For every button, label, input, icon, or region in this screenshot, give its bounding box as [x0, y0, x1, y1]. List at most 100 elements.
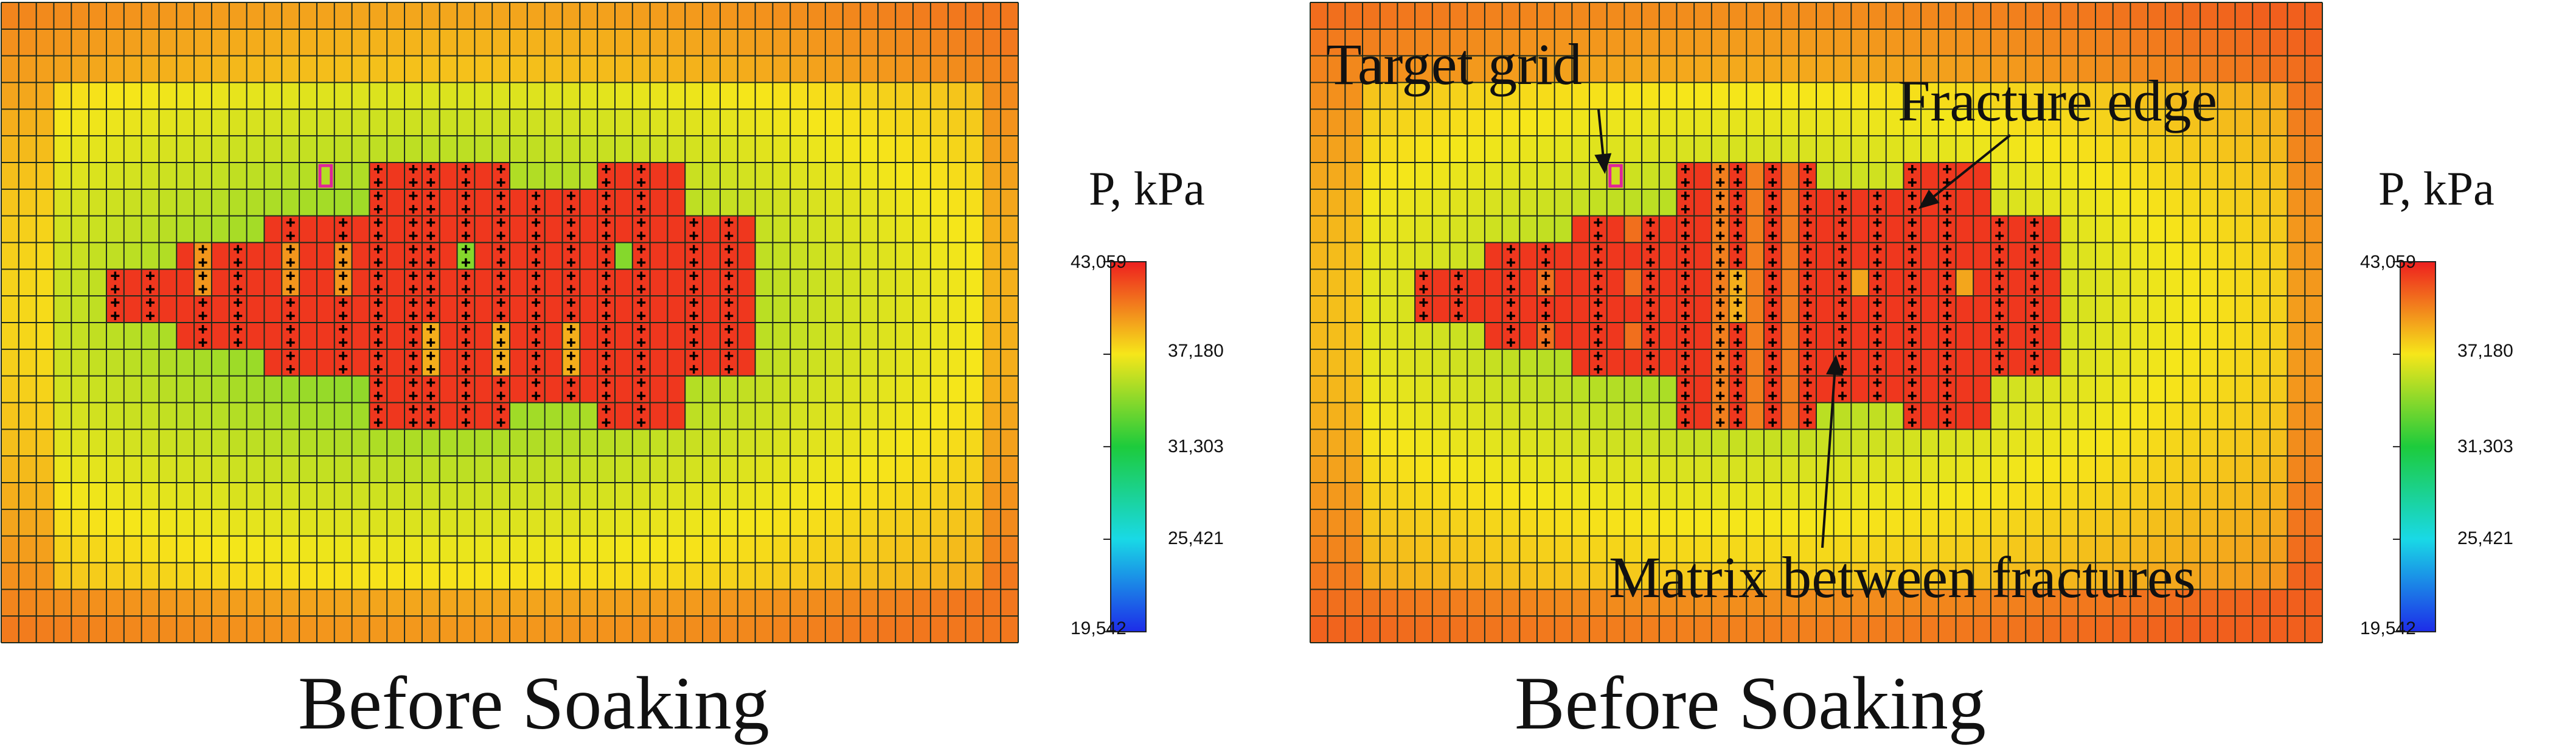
heatmap-cell [1659, 402, 1678, 430]
heatmap-cell [2305, 562, 2323, 590]
heatmap-cell [246, 589, 265, 617]
heatmap-cell [1694, 242, 1712, 270]
heatmap-cell [965, 402, 984, 430]
fracture-marker [602, 324, 611, 334]
heatmap-cell [580, 616, 598, 643]
heatmap-cell [2252, 136, 2271, 163]
heatmap-cell [544, 136, 563, 163]
heatmap-cell [229, 82, 248, 110]
heatmap-cell [597, 82, 616, 110]
heatmap-cell [1799, 55, 1817, 83]
heatmap-cell [1415, 82, 1433, 110]
heatmap-cell [1345, 189, 1363, 217]
heatmap-cell [1001, 429, 1019, 456]
heatmap-cell [299, 456, 318, 483]
arrow-matrix-head [1826, 354, 1844, 376]
heatmap-cell [1624, 323, 1642, 350]
heatmap-cell [2287, 82, 2305, 110]
heatmap-cell [2217, 215, 2236, 243]
heatmap-cell [1519, 55, 1538, 83]
heatmap-cell [1, 163, 19, 190]
heatmap-cell [334, 429, 353, 456]
heatmap-cell [2269, 189, 2288, 217]
heatmap-cell [790, 323, 808, 350]
heatmap-cell [2043, 55, 2061, 83]
heatmap-cell [1799, 136, 1817, 163]
heatmap-cell [334, 109, 353, 136]
heatmap-cell [562, 429, 580, 456]
heatmap-cell [720, 2, 738, 30]
heatmap-cell [1659, 456, 1678, 483]
heatmap-cell [194, 562, 212, 590]
fracture-marker [1716, 312, 1725, 321]
heatmap-cell [2217, 296, 2236, 323]
heatmap-cell [439, 82, 458, 110]
fracture-marker [1768, 231, 1777, 240]
fracture-marker [2030, 338, 2039, 347]
heatmap-cell [1345, 456, 1363, 483]
heatmap-cell [334, 616, 353, 643]
heatmap-cell [983, 456, 1001, 483]
fracture-marker [409, 418, 418, 427]
heatmap-cell [527, 136, 546, 163]
fracture-marker [2030, 285, 2039, 294]
heatmap-cell [2182, 402, 2201, 430]
heatmap-cell [439, 376, 458, 404]
heatmap-cell [1606, 456, 1625, 483]
heatmap-cell [860, 616, 878, 643]
heatmap-cell [1624, 29, 1642, 57]
heatmap-cell [650, 536, 668, 564]
heatmap-cell [2043, 323, 2061, 350]
fracture-marker [1594, 298, 1603, 307]
fracture-marker [689, 365, 698, 374]
heatmap-cell [352, 296, 370, 323]
heatmap-cell [808, 483, 826, 510]
heatmap-cell [264, 456, 282, 483]
heatmap-cell [1327, 82, 1345, 110]
heatmap-cell [913, 429, 931, 456]
heatmap-cell [1310, 509, 1328, 537]
heatmap-cell [808, 296, 826, 323]
heatmap-cell [1624, 242, 1642, 270]
heatmap-cell [1606, 323, 1625, 350]
heatmap-cell [825, 429, 844, 456]
fracture-marker [637, 365, 646, 374]
heatmap-cell [2217, 429, 2236, 456]
heatmap-cell [1519, 483, 1538, 510]
fracture-marker [1908, 405, 1917, 414]
heatmap-cell [580, 296, 598, 323]
heatmap-cell [1816, 323, 1835, 350]
heatmap-cell [1833, 562, 1852, 590]
heatmap-cell [159, 269, 177, 296]
fracture-marker [373, 164, 383, 173]
fracture-marker [426, 231, 436, 240]
heatmap-cell [913, 616, 931, 643]
heatmap-cell [246, 323, 265, 350]
heatmap-cell [1432, 429, 1451, 456]
heatmap-cell [2287, 349, 2305, 377]
heatmap-cell [404, 483, 423, 510]
heatmap-cell [1415, 589, 1433, 617]
fracture-marker [1594, 365, 1603, 374]
heatmap-cell [159, 242, 177, 270]
heatmap-cell [334, 136, 353, 163]
heatmap-cell [1921, 323, 1939, 350]
heatmap-cell [36, 536, 55, 564]
heatmap-cell [1397, 429, 1415, 456]
heatmap-cell [176, 429, 195, 456]
fracture-marker [286, 245, 295, 254]
heatmap-cell [1956, 323, 1974, 350]
heatmap-cell [1467, 589, 1485, 617]
heatmap-cell [1886, 562, 1904, 590]
heatmap-cell [544, 323, 563, 350]
fracture-marker [1646, 365, 1655, 374]
heatmap-cell [614, 29, 633, 57]
heatmap-cell [580, 109, 598, 136]
heatmap-cell [1, 55, 19, 83]
heatmap-cell [1973, 29, 1991, 57]
heatmap-cell [439, 242, 458, 270]
fracture-marker [1943, 271, 1952, 281]
heatmap-cell [1001, 562, 1019, 590]
heatmap-cell [2305, 509, 2323, 537]
heatmap-cell [1467, 323, 1485, 350]
